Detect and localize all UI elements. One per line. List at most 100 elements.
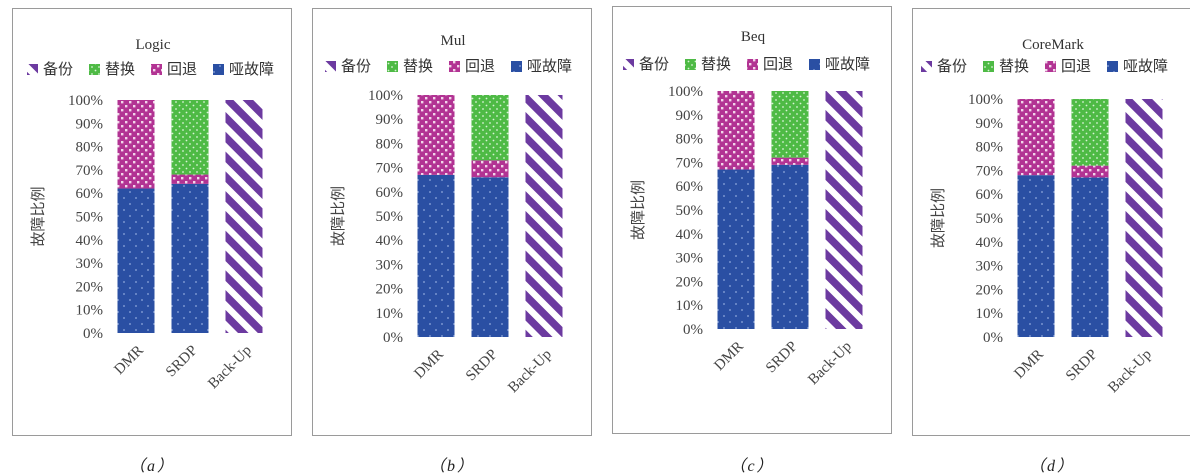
x-tick-label-a: SRDP — [163, 343, 201, 381]
y-tick-label-a: 60% — [76, 186, 104, 202]
bar-mute-fault-srdp-c — [771, 164, 809, 329]
caption-a: （a） — [128, 458, 175, 475]
legend-item-mute-fault-b: 哑故障 — [511, 57, 572, 75]
legend-label-backup-a: 备份 — [43, 60, 73, 78]
chart-title-c: Beq — [741, 29, 766, 45]
y-tick-label-c: 70% — [676, 155, 704, 171]
y-tick-label-d: 30% — [976, 259, 1004, 275]
bar-mute-fault-dmr-b — [417, 174, 455, 337]
legend-swatch-rollback-b — [449, 61, 460, 72]
y-tick-label-a: 40% — [76, 233, 104, 249]
legend-swatch-mute-fault-b — [511, 61, 522, 72]
legend-label-replace-c: 替换 — [701, 55, 731, 73]
y-tick-label-d: 40% — [976, 235, 1004, 251]
legend-label-replace-a: 替换 — [105, 60, 135, 78]
legend-label-mute-fault-a: 哑故障 — [229, 60, 274, 78]
y-tick-label-d: 50% — [976, 211, 1004, 227]
legend-swatch-mute-fault-a — [213, 64, 224, 75]
legend-label-mute-fault-c: 哑故障 — [825, 55, 870, 73]
chart-panel-a: Logic 备份 替换 回退 哑故障 0% 10% 20% 30% 40% 50% 60% 70% 80%… — [12, 8, 292, 436]
bar-rollback-dmr-c — [717, 91, 755, 170]
bar-mute-fault-srdp-a — [171, 183, 209, 333]
legend-swatch-rollback-c — [747, 59, 758, 70]
y-tick-label-c: 60% — [676, 179, 704, 195]
caption-b: （b） — [428, 458, 475, 475]
bar-mute-fault-dmr-d — [1017, 175, 1055, 337]
chart-svg-c: Beq 备份 替换 回退 哑故障 0% 10% 20% 30% 40% 50% 60% 70% 80% 90… — [623, 29, 870, 388]
y-axis-label-a: 故障比例 — [29, 186, 47, 246]
legend-swatch-replace-d — [983, 61, 994, 72]
legend-swatch-rollback-d — [1045, 61, 1056, 72]
legend-item-mute-fault-a: 哑故障 — [213, 60, 274, 78]
legend-swatch-rollback-a — [151, 64, 162, 75]
legend-item-rollback-b: 回退 — [449, 57, 495, 75]
legend-label-backup-c: 备份 — [639, 55, 669, 73]
y-axis-label-c: 故障比例 — [629, 180, 647, 240]
legend-item-backup-d: 备份 — [921, 57, 967, 75]
y-tick-label-d: 60% — [976, 187, 1004, 203]
y-tick-label-c: 40% — [676, 227, 704, 243]
y-tick-label-c: 90% — [676, 108, 704, 124]
y-tick-label-d: 90% — [976, 116, 1004, 132]
y-tick-label-a: 80% — [76, 140, 104, 156]
legend-label-rollback-c: 回退 — [763, 55, 793, 73]
legend-label-backup-d: 备份 — [937, 57, 967, 75]
bar-rollback-dmr-b — [417, 95, 455, 175]
legend-item-backup-a: 备份 — [27, 60, 73, 78]
y-tick-label-b: 10% — [376, 306, 404, 322]
caption-d: （d） — [1028, 458, 1075, 475]
legend-label-replace-b: 替换 — [403, 57, 433, 75]
legend-label-replace-d: 替换 — [999, 57, 1029, 75]
bar-rollback-srdp-b — [471, 160, 509, 178]
legend-swatch-backup-d — [921, 61, 932, 72]
y-tick-label-b: 80% — [376, 136, 404, 152]
legend-item-rollback-a: 回退 — [151, 60, 197, 78]
y-tick-label-d: 70% — [976, 163, 1004, 179]
y-tick-label-c: 30% — [676, 251, 704, 267]
legend-item-replace-d: 替换 — [983, 57, 1029, 75]
legend-swatch-backup-a — [27, 64, 38, 75]
y-tick-label-c: 50% — [676, 203, 704, 219]
y-tick-label-b: 90% — [376, 112, 404, 128]
x-tick-label-d: DMR — [1011, 347, 1046, 382]
chart-title-d: CoreMark — [1022, 37, 1084, 53]
x-tick-label-b: SRDP — [463, 347, 501, 385]
legend-item-rollback-d: 回退 — [1045, 57, 1091, 75]
bar-rollback-srdp-c — [771, 157, 809, 165]
y-tick-label-d: 20% — [976, 282, 1004, 298]
bar-mute-fault-dmr-c — [717, 169, 755, 329]
y-tick-label-a: 90% — [76, 116, 104, 132]
bar-replace-srdp-c — [771, 91, 809, 158]
chart-panel-c: Beq 备份 替换 回退 哑故障 0% 10% 20% 30% 40% 50% 60% 70% 80% 90… — [612, 6, 892, 434]
y-tick-label-a: 10% — [76, 303, 104, 319]
y-tick-label-b: 70% — [376, 161, 404, 177]
legend-label-backup-b: 备份 — [341, 57, 371, 75]
y-tick-label-a: 100% — [68, 93, 103, 109]
legend-item-mute-fault-d: 哑故障 — [1107, 57, 1168, 75]
legend-item-backup-c: 备份 — [623, 55, 669, 73]
legend-item-rollback-c: 回退 — [747, 55, 793, 73]
y-tick-label-b: 60% — [376, 185, 404, 201]
x-tick-label-b: Back-Up — [505, 347, 555, 397]
legend-label-rollback-d: 回退 — [1061, 57, 1091, 75]
chart-svg-b: Mul 备份 替换 回退 哑故障 0% 10% 20% 30% 40% 50% 60% 70% 80% 90… — [325, 33, 572, 397]
bar-backup-backup-d — [1125, 99, 1163, 337]
legend-item-mute-fault-c: 哑故障 — [809, 55, 870, 73]
y-tick-label-a: 70% — [76, 163, 104, 179]
bar-backup-backup-c — [825, 91, 863, 329]
y-tick-label-c: 10% — [676, 298, 704, 314]
legend-item-replace-c: 替换 — [685, 55, 731, 73]
chart-svg-a: Logic 备份 替换 回退 哑故障 0% 10% 20% 30% 40% 50% 60% 70% 80%… — [27, 37, 274, 392]
x-tick-label-d: SRDP — [1063, 347, 1101, 385]
chart-title-b: Mul — [440, 33, 465, 49]
caption-c: （c） — [729, 458, 775, 475]
legend-swatch-mute-fault-d — [1107, 61, 1118, 72]
y-tick-label-d: 80% — [976, 140, 1004, 156]
y-tick-label-b: 0% — [383, 330, 403, 346]
legend-swatch-replace-a — [89, 64, 100, 75]
legend-swatch-replace-b — [387, 61, 398, 72]
bar-rollback-srdp-d — [1071, 165, 1109, 178]
bar-mute-fault-srdp-b — [471, 177, 509, 337]
y-tick-label-c: 0% — [683, 322, 703, 338]
bar-rollback-srdp-a — [171, 174, 209, 184]
